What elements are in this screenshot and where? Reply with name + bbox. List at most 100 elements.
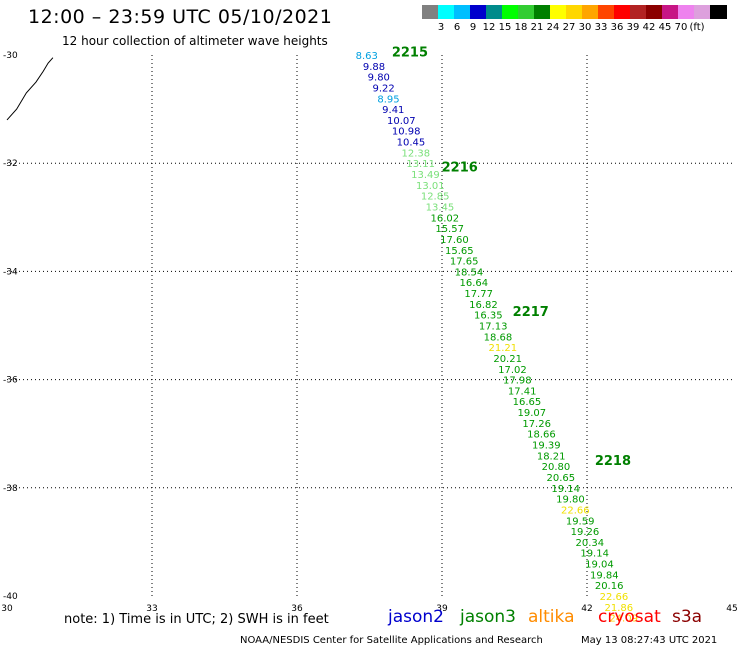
coastline (6, 57, 54, 121)
wave-height-value: 9.41 (382, 105, 404, 116)
wave-height-value: 16.35 (474, 311, 503, 322)
satellite-jason2: jason2 (388, 607, 444, 627)
wave-height-value: 20.21 (493, 354, 522, 365)
scale-swatch (710, 5, 727, 19)
y-tick-label: -40 (3, 592, 18, 602)
scale-swatch (518, 5, 535, 19)
y-tick-label: -36 (3, 376, 18, 386)
x-tick-label: 33 (146, 604, 157, 614)
wave-height-value: 17.26 (522, 419, 551, 430)
wave-height-value: 8.95 (377, 94, 399, 105)
wave-height-value: 16.02 (431, 213, 460, 224)
wave-height-value: 16.64 (460, 278, 489, 289)
wave-height-value: 19.59 (566, 516, 595, 527)
y-tick-label: -30 (3, 51, 18, 61)
wave-height-value: 24.09 (609, 614, 638, 625)
wave-height-value: 22.66 (600, 592, 629, 603)
scale-swatch (550, 5, 567, 19)
wave-height-value: 20.34 (576, 538, 605, 549)
scale-swatch (678, 5, 695, 19)
wave-height-value: 19.07 (518, 408, 547, 419)
scale-label: 21 (530, 22, 544, 33)
scale-swatch (646, 5, 663, 19)
scale-swatch (502, 5, 519, 19)
wave-height-value: 9.88 (363, 62, 385, 73)
scale-label: 3 (437, 22, 445, 33)
wave-height-value: 10.45 (397, 138, 426, 149)
wave-height-value: 13.01 (416, 181, 445, 192)
scale-label: 27 (562, 22, 576, 33)
scale-label: 33 (594, 22, 608, 33)
scale-label: 9 (469, 22, 477, 33)
scale-swatch (614, 5, 631, 19)
map-title: 12:00 – 23:59 UTC 05/10/2021 (28, 6, 333, 28)
wave-height-value: 12.38 (402, 148, 431, 159)
wave-height-value: 20.65 (547, 473, 576, 484)
x-tick-label: 36 (291, 604, 303, 614)
wave-height-value: 21.21 (489, 343, 518, 354)
satellite-jason3: jason3 (460, 607, 516, 627)
scale-label: 30 (578, 22, 592, 33)
scale-swatch (662, 5, 679, 19)
wave-height-value: 22.66 (561, 505, 590, 516)
wave-height-value: 17.13 (479, 322, 508, 333)
wave-height-value: 19.14 (580, 549, 609, 560)
scale-swatch (598, 5, 615, 19)
satellite-cryosat: cryosat (598, 607, 661, 627)
scale-swatch (422, 5, 439, 19)
wave-height-value: 20.80 (542, 462, 571, 473)
wave-height-value: 9.80 (368, 73, 390, 84)
scale-label: 39 (626, 22, 640, 33)
y-tick-label: -38 (3, 484, 18, 494)
scale-swatch (534, 5, 551, 19)
scale-swatch (438, 5, 455, 19)
wave-height-value: 17.65 (450, 257, 479, 268)
wave-height-value: 17.41 (508, 386, 537, 397)
footnote: note: 1) Time is in UTC; 2) SWH is in fe… (64, 612, 329, 627)
wave-height-value: 21.86 (605, 603, 634, 614)
x-tick-label: 45 (726, 604, 737, 614)
scale-swatch (486, 5, 503, 19)
wave-height-value: 18.66 (527, 430, 556, 441)
scale-swatch (694, 5, 711, 19)
wave-height-value: 19.14 (551, 484, 580, 495)
scale-label: 45 (658, 22, 672, 33)
wave-height-value: 16.82 (469, 300, 498, 311)
wave-height-value: 16.65 (513, 397, 542, 408)
wave-height-value: 17.98 (503, 376, 532, 387)
x-tick-label: 39 (436, 604, 448, 614)
source-credit: NOAA/NESDIS Center for Satellite Applica… (240, 635, 543, 646)
scale-label: 15 (498, 22, 512, 33)
generated-timestamp: May 13 08:27:43 UTC 2021 (581, 635, 718, 646)
x-tick-label: 42 (581, 604, 592, 614)
pass-number-label: 2216 (442, 161, 478, 176)
wave-height-value: 10.98 (392, 127, 421, 138)
scale-label: 6 (453, 22, 461, 33)
wave-height-value: 17.77 (464, 289, 493, 300)
scale-label: 24 (546, 22, 560, 33)
pass-number-label: 2217 (513, 305, 549, 320)
scale-label: 36 (610, 22, 624, 33)
scale-label: 70 (674, 22, 688, 33)
wave-height-value: 15.65 (445, 246, 474, 257)
satellite-altika: altika (528, 607, 575, 627)
wave-height-value: 18.54 (455, 267, 484, 278)
wave-height-value: 13.45 (426, 202, 455, 213)
wave-height-value: 17.02 (498, 365, 527, 376)
pass-number-label: 2218 (595, 454, 631, 469)
y-tick-label: -34 (3, 267, 18, 277)
scale-swatch (454, 5, 471, 19)
wave-height-value: 19.84 (590, 570, 619, 581)
scale-swatch (470, 5, 487, 19)
map-subtitle: 12 hour collection of altimeter wave hei… (62, 34, 328, 48)
wave-height-value: 9.22 (373, 83, 395, 94)
x-tick-label: 30 (1, 604, 13, 614)
wave-height-value: 8.63 (356, 51, 378, 62)
scale-label: 12 (482, 22, 496, 33)
wave-height-value: 19.39 (532, 441, 561, 452)
scale-swatch (582, 5, 599, 19)
wave-height-value: 18.68 (484, 332, 513, 343)
wave-height-value: 19.26 (571, 527, 600, 538)
wave-height-value: 18.21 (537, 451, 566, 462)
